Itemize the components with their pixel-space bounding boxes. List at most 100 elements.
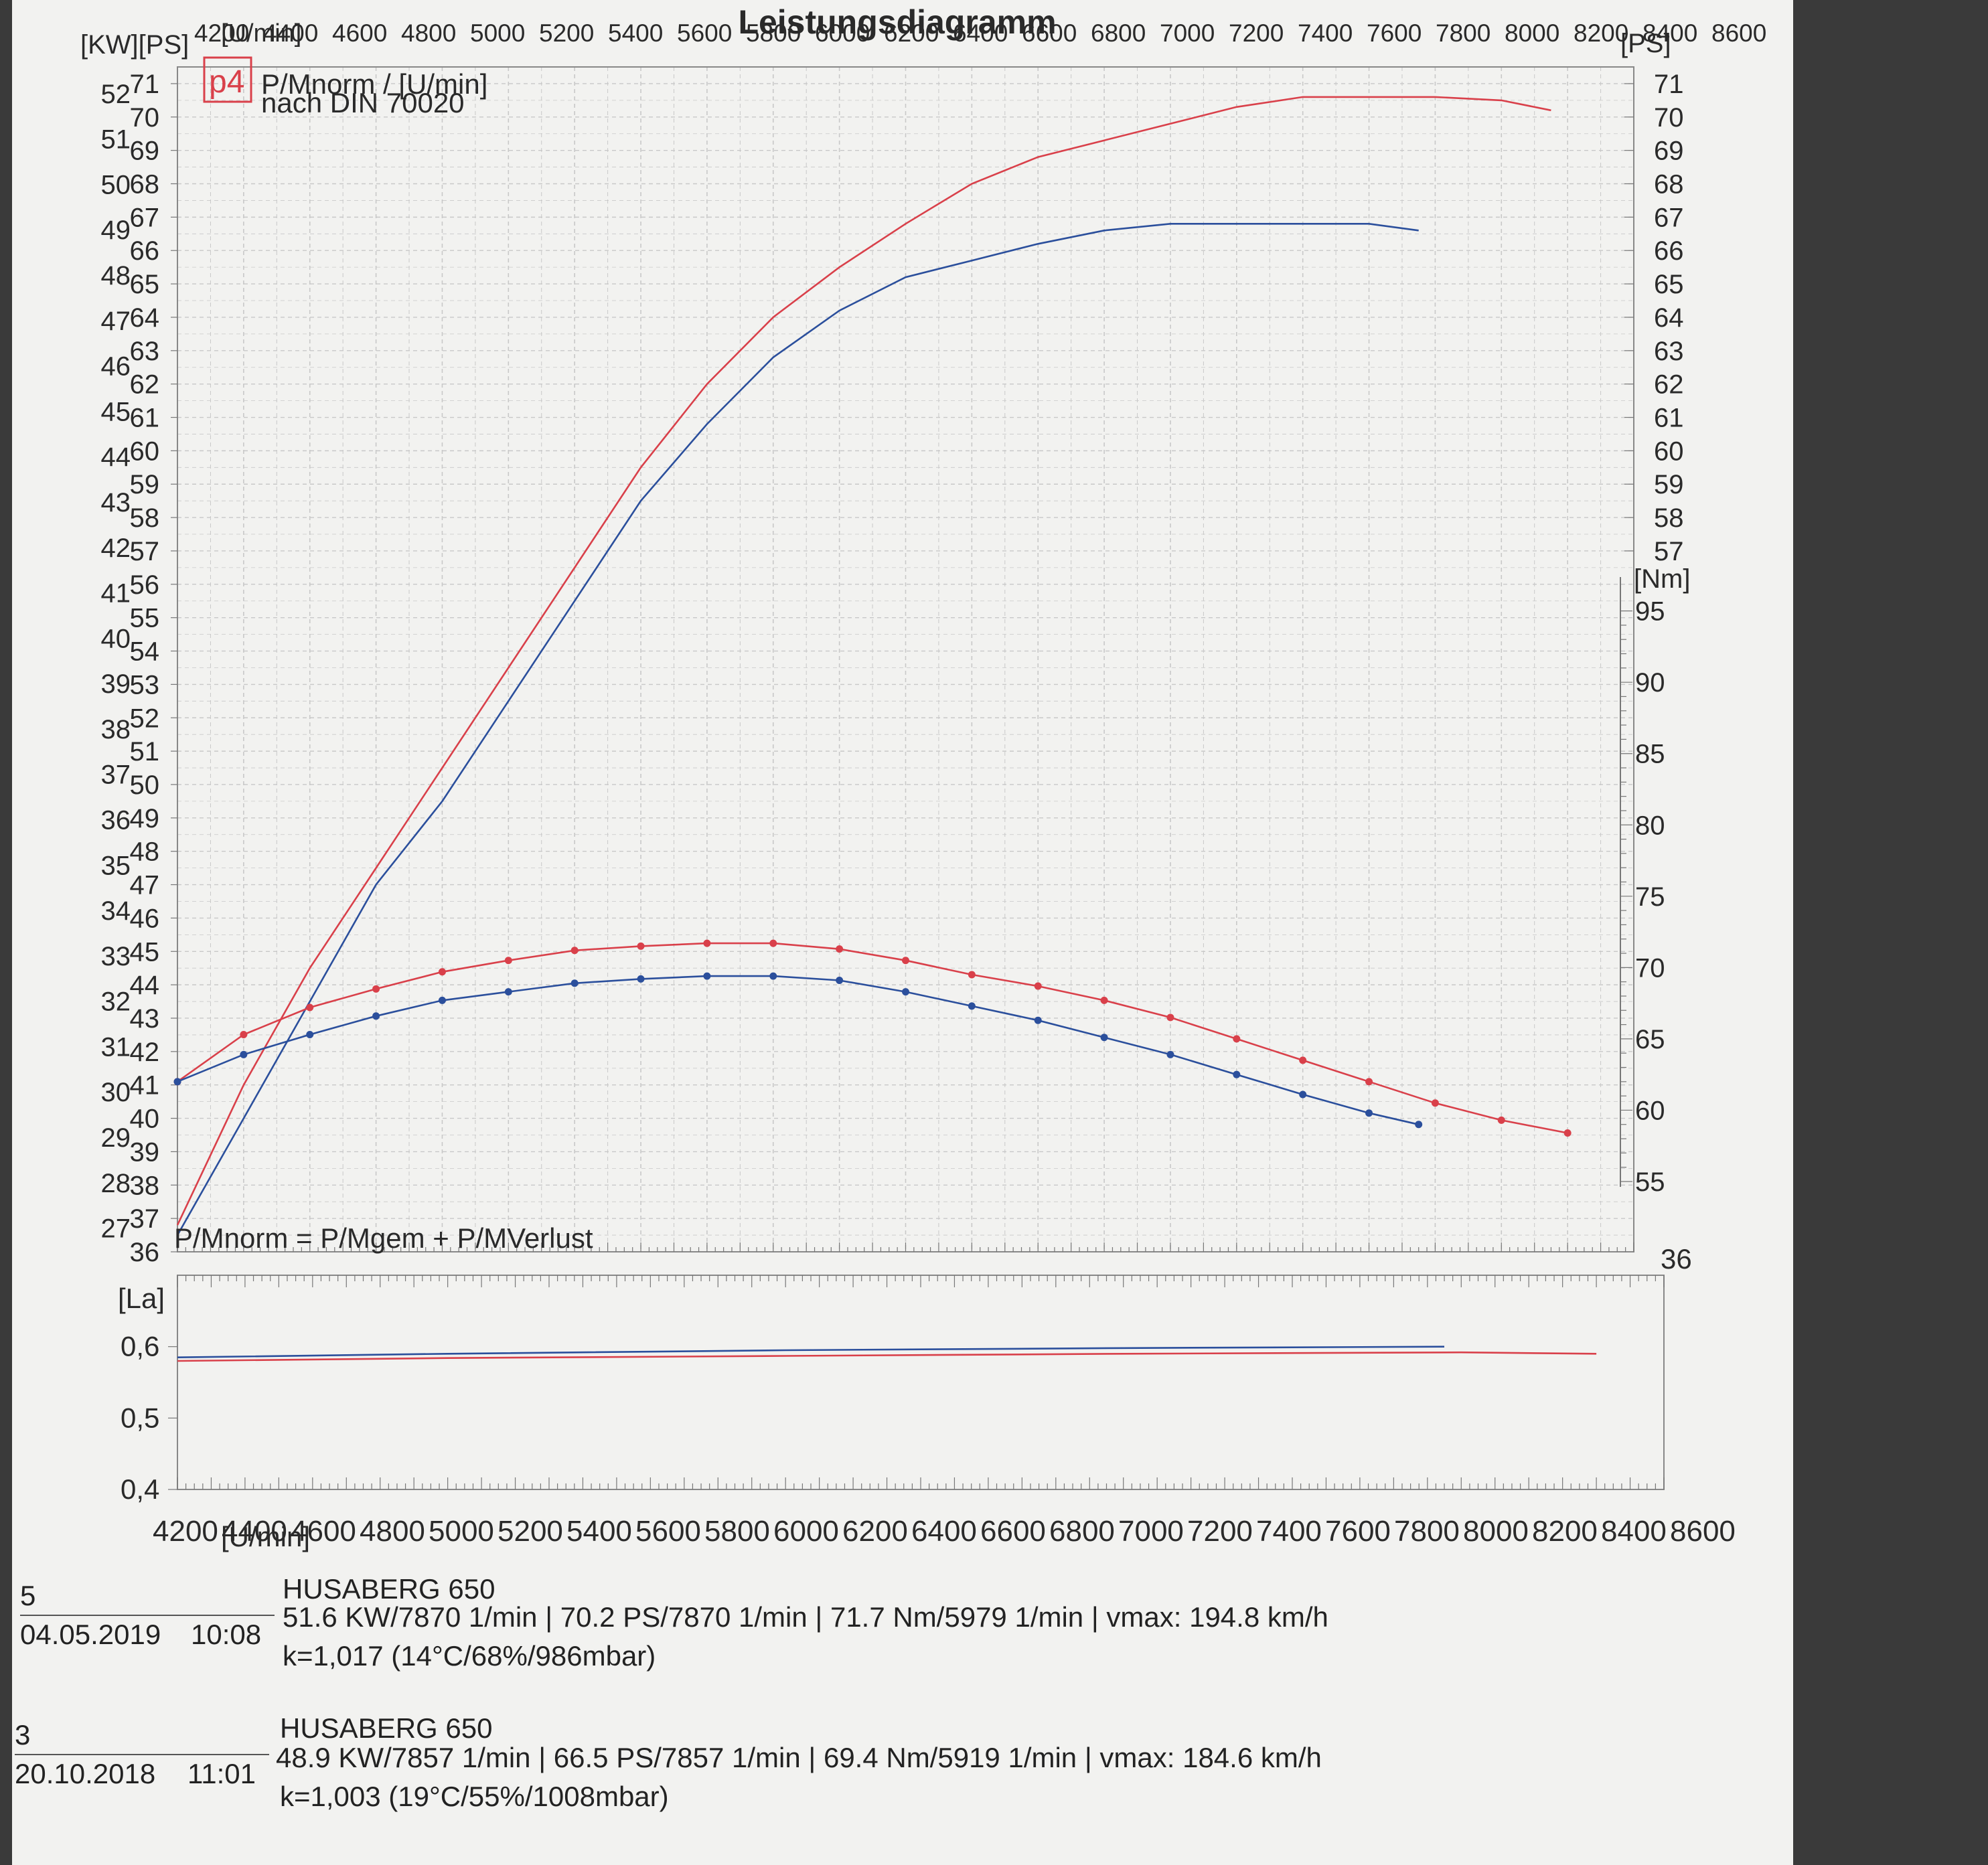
p4-logo: p4 — [209, 64, 244, 100]
ps-tick-label: 58 — [130, 503, 160, 533]
nm-tick-label: 80 — [1635, 811, 1665, 840]
torque-point-run-3 — [836, 977, 844, 985]
ps-tick-label: 60 — [130, 436, 160, 466]
p4-logo-box — [203, 56, 252, 103]
bottom-rpm-label: 6600 — [980, 1515, 1046, 1548]
ps-tick-label: 63 — [130, 337, 160, 366]
torque-point-run-3 — [1233, 1070, 1241, 1078]
ps-tick-label: 52 — [130, 704, 160, 733]
torque-point-run-3 — [438, 996, 446, 1004]
top-rpm-label: 7800 — [1436, 19, 1490, 47]
top-rpm-label: 4800 — [401, 19, 456, 47]
torque-point-run-5 — [1299, 1056, 1307, 1064]
top-rpm-label: 8400 — [1642, 19, 1697, 47]
ps-right-tick-label: 61 — [1654, 404, 1684, 433]
power-curve-run-5 — [176, 96, 1551, 1226]
torque-point-run-3 — [570, 979, 579, 987]
bottom-rpm-label: 5600 — [635, 1515, 701, 1548]
kw-tick-label: 28 — [101, 1169, 131, 1198]
ps-tick-label: 43 — [130, 1004, 160, 1034]
top-rpm-label: 8000 — [1505, 19, 1559, 47]
ps-tick-label: 50 — [130, 771, 160, 800]
ps-right-tick-label: 71 — [1654, 70, 1684, 99]
kw-tick-label: 31 — [101, 1032, 131, 1062]
ps-tick-label: 65 — [130, 270, 160, 299]
kw-tick-label: 37 — [101, 760, 131, 790]
ps-tick-label: 41 — [130, 1071, 160, 1101]
ps-right-tick-label: 68 — [1654, 170, 1684, 199]
bottom-rpm-label: 7800 — [1394, 1515, 1460, 1548]
ps-tick-label: 47 — [130, 871, 160, 900]
ps-tick-label: 55 — [130, 604, 160, 633]
top-rpm-label: 5000 — [470, 19, 525, 47]
ps-right-tick-label: 59 — [1654, 470, 1684, 499]
lambda-curve-run-5 — [177, 1351, 1597, 1362]
bottom-rpm-label: 7600 — [1325, 1515, 1391, 1548]
run-5-time: 10:08 — [191, 1619, 262, 1650]
torque-point-run-3 — [504, 988, 512, 996]
bottom-rpm-label: 8600 — [1670, 1515, 1736, 1548]
kw-tick-label: 49 — [101, 216, 131, 245]
torque-point-run-3 — [240, 1050, 248, 1058]
torque-point-run-3 — [1166, 1050, 1174, 1058]
lambda-tick-label: 0,6 — [121, 1331, 159, 1362]
torque-point-run-5 — [1166, 1013, 1174, 1022]
ps-tick-label: 44 — [130, 971, 160, 1000]
kw-tick-label: 38 — [101, 715, 131, 744]
top-rpm-label: 6800 — [1091, 19, 1146, 47]
axes: 27 28 29 30 31 32 33 34 35 36 37 38 39 40 41 42 43 44 45 46… — [101, 19, 1767, 1548]
kw-tick-label: 43 — [101, 488, 131, 517]
run-3-conditions: k=1,003 (19°C/55%/1008mbar) — [280, 1781, 669, 1812]
ps-tick-label: 51 — [130, 737, 160, 766]
right-axis-units: [PS] — [1620, 29, 1671, 58]
ps-tick-label: 40 — [130, 1105, 160, 1134]
torque-point-run-5 — [1233, 1035, 1241, 1043]
power-curve-run-3 — [176, 223, 1419, 1236]
torque-point-run-5 — [240, 1031, 248, 1039]
lambda-axis-unit: [La] — [118, 1283, 165, 1314]
top-rpm-label: 4400 — [263, 19, 318, 47]
ps-right-tick-label: 58 — [1654, 503, 1684, 533]
ps-tick-label: 36 — [130, 1238, 160, 1267]
ps-tick-label: 70 — [130, 103, 160, 133]
bottom-rpm-label: 5200 — [498, 1515, 563, 1548]
kw-tick-label: 48 — [101, 261, 131, 291]
ps-tick-label: 59 — [130, 470, 160, 499]
ps-tick-label: 38 — [130, 1171, 160, 1200]
torque-point-run-3 — [173, 1078, 181, 1086]
torque-point-run-5 — [968, 971, 976, 979]
top-rpm-unit: [U/min] — [221, 19, 301, 48]
kw-tick-label: 35 — [101, 851, 131, 880]
top-rpm-label: 5600 — [677, 19, 732, 47]
nm-tick-label: 85 — [1635, 740, 1665, 769]
ps-tick-label: 64 — [130, 303, 160, 333]
kw-tick-label: 42 — [101, 534, 131, 563]
kw-tick-label: 40 — [101, 624, 131, 653]
kw-tick-label: 52 — [101, 80, 131, 109]
ps-tick-label: 45 — [130, 937, 160, 967]
ps-tick-label: 62 — [130, 370, 160, 400]
torque-point-run-5 — [570, 947, 579, 955]
series-lines — [173, 96, 1597, 1362]
run-3-number: 3 — [15, 1719, 31, 1751]
torque-point-run-5 — [836, 945, 844, 953]
torque-point-run-3 — [902, 988, 909, 996]
ps-tick-label: 46 — [130, 904, 160, 933]
bottom-rpm-label: 7200 — [1187, 1515, 1253, 1548]
torque-point-run-3 — [1365, 1109, 1373, 1117]
lambda-grid — [177, 1275, 1665, 1490]
kw-tick-label: 45 — [101, 397, 131, 426]
torque-point-run-3 — [306, 1031, 314, 1039]
torque-point-run-5 — [902, 957, 909, 965]
nm-tick-label: 65 — [1635, 1025, 1665, 1054]
torque-point-run-3 — [1299, 1090, 1307, 1099]
ps-tick-label: 42 — [130, 1038, 160, 1067]
kw-tick-label: 44 — [101, 442, 131, 472]
nm-tick-label: 90 — [1635, 668, 1665, 698]
lambda-tick-label: 0,5 — [121, 1402, 159, 1433]
ps-right-tick-label: 65 — [1654, 270, 1684, 299]
torque-point-run-3 — [1100, 1034, 1108, 1042]
torque-point-run-3 — [372, 1012, 380, 1020]
ps-tick-label: 67 — [130, 203, 160, 232]
